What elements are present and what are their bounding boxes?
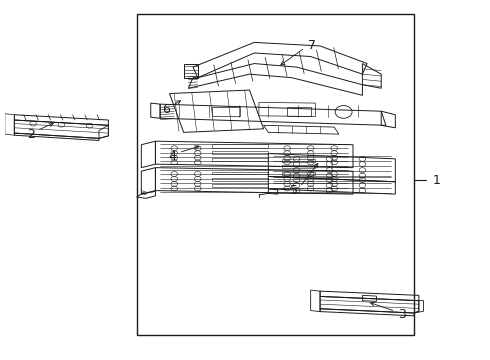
Text: 1: 1 bbox=[433, 174, 441, 186]
Text: 5: 5 bbox=[290, 184, 298, 197]
Text: 3: 3 bbox=[398, 308, 406, 321]
Text: 4: 4 bbox=[168, 149, 176, 162]
Text: 2: 2 bbox=[27, 128, 35, 141]
Text: 6: 6 bbox=[162, 103, 170, 116]
Text: 7: 7 bbox=[308, 39, 316, 52]
